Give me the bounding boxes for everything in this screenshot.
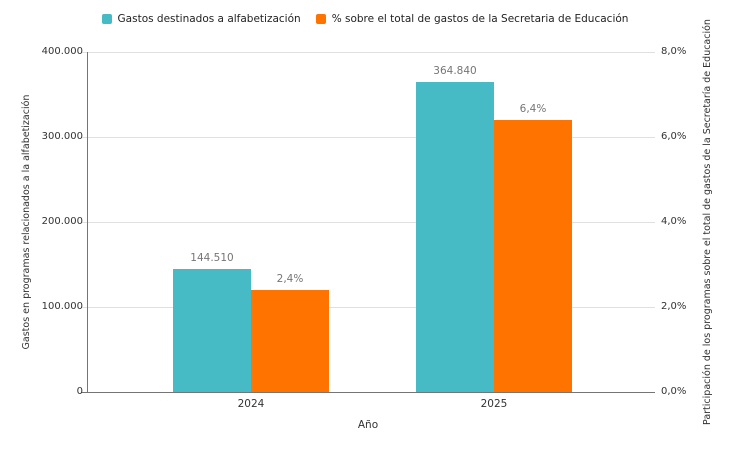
legend-item-1[interactable]: % sobre el total de gastos de la Secreta…: [315, 13, 629, 25]
legend-swatch-icon: [315, 14, 326, 24]
legend-swatch-icon: [101, 14, 112, 24]
x-axis-tick-label: 2024: [237, 398, 265, 410]
bar-2024-series1: [251, 290, 329, 392]
chart-legend: Gastos destinados a alfabetización % sobr…: [0, 13, 730, 25]
left-axis-tick-label: 300.000: [41, 131, 83, 142]
gridline: [81, 222, 655, 223]
left-axis-tick-label: 0: [76, 386, 83, 397]
gridline: [81, 137, 655, 138]
plot-area: 144.510 2,4% 364.840 6,4%: [81, 52, 655, 392]
x-axis-title: Año: [357, 419, 379, 431]
bar-value-label: 6,4%: [519, 103, 547, 115]
x-axis-line: [81, 392, 655, 393]
bar-value-label: 364.840: [433, 65, 477, 77]
right-axis-tick-label: 0,0%: [661, 386, 687, 397]
legend-label: % sobre el total de gastos de la Secreta…: [331, 13, 629, 25]
right-axis-tick-label: 8,0%: [661, 46, 687, 57]
bar-2025-series0: [416, 82, 494, 392]
right-axis-tick-label: 6,0%: [661, 131, 687, 142]
right-axis-tick-label: 4,0%: [661, 216, 687, 227]
bar-2025-series1: [494, 120, 572, 392]
bar-value-label: 144.510: [190, 252, 234, 264]
legend-label: Gastos destinados a alfabetización: [117, 13, 301, 25]
bar-2024-series0: [173, 269, 251, 392]
right-axis-tick-label: 2,0%: [661, 301, 687, 312]
left-axis-tick-label: 400.000: [41, 46, 83, 57]
left-axis-tick-label: 100.000: [41, 301, 83, 312]
gridline: [81, 307, 655, 308]
bar-value-label: 2,4%: [276, 273, 304, 285]
gridline: [81, 52, 655, 53]
legend-item-0[interactable]: Gastos destinados a alfabetización: [101, 13, 301, 25]
left-axis-line: [87, 52, 88, 392]
x-axis-tick-label: 2025: [480, 398, 508, 410]
left-axis-tick-label: 200.000: [41, 216, 83, 227]
